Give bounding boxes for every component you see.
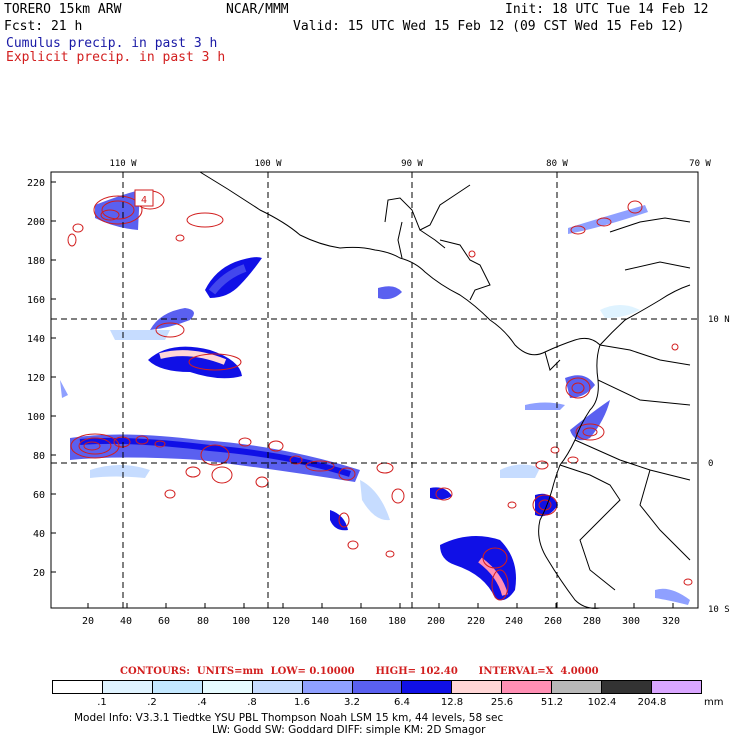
legend-label: 102.4 xyxy=(587,697,617,708)
legend-label: .4 xyxy=(197,697,207,708)
color-legend xyxy=(52,680,702,694)
lon-label-110w: 110 W xyxy=(109,159,137,169)
lat-label-10n: 10 N xyxy=(708,315,730,325)
legend-swatch xyxy=(552,681,603,693)
y-tick-label: 60 xyxy=(33,490,45,501)
coastlines xyxy=(199,171,691,609)
x-tick-label: 220 xyxy=(467,616,485,627)
legend-swatch xyxy=(452,681,503,693)
legend-swatch xyxy=(102,681,153,693)
y-tick-label: 180 xyxy=(27,256,45,267)
legend-swatch xyxy=(202,681,253,693)
x-tick-label: 320 xyxy=(662,616,680,627)
x-tick-label: 20 xyxy=(82,616,94,627)
legend-label: 25.6 xyxy=(490,697,514,708)
legend-swatch xyxy=(302,681,353,693)
init-time: Init: 18 UTC Tue 14 Feb 12 xyxy=(505,2,709,17)
lon-label-90w: 90 W xyxy=(401,159,423,169)
valid-time: Valid: 15 UTC Wed 15 Feb 12 (09 CST Wed … xyxy=(293,19,685,34)
legend-label: 3.2 xyxy=(344,697,360,708)
forecast-hour: Fcst: 21 h xyxy=(4,19,83,34)
legend-swatch xyxy=(602,681,653,693)
cumulus-legend: Cumulus precip. in past 3 h xyxy=(6,36,218,51)
contour-label-box xyxy=(134,189,154,207)
legend-swatch xyxy=(152,681,203,693)
x-tick-label: 200 xyxy=(427,616,445,627)
legend-swatch xyxy=(502,681,553,693)
y-tick-label: 120 xyxy=(27,373,45,384)
x-tick-label: 80 xyxy=(197,616,209,627)
lon-label-80w: 80 W xyxy=(546,159,568,169)
legend-swatch xyxy=(53,681,103,693)
contours-info: CONTOURS: UNITS=mm LOW= 0.10000 HIGH= 10… xyxy=(120,666,599,677)
legend-swatch xyxy=(352,681,403,693)
y-tick-label: 40 xyxy=(33,529,45,540)
x-tick-label: 300 xyxy=(622,616,640,627)
x-tick-label: 60 xyxy=(158,616,170,627)
legend-swatch xyxy=(652,681,701,693)
map-frame xyxy=(50,171,699,609)
y-tick-label: 140 xyxy=(27,334,45,345)
y-tick-label: 160 xyxy=(27,295,45,306)
legend-label: 51.2 xyxy=(540,697,564,708)
explicit-legend: Explicit precip. in past 3 h xyxy=(6,50,226,65)
lat-label-0: 0 xyxy=(708,459,713,469)
legend-label: 1.6 xyxy=(294,697,310,708)
legend-label: 12.8 xyxy=(440,697,464,708)
contour-label: 4 xyxy=(141,195,147,206)
x-tick-label: 40 xyxy=(120,616,132,627)
legend-label: .8 xyxy=(247,697,257,708)
organization: NCAR/MMM xyxy=(226,2,289,17)
physics-info: LW: Godd SW: Goddard DIFF: simple KM: 2D… xyxy=(212,724,486,736)
graticule xyxy=(51,172,698,608)
x-tick-label: 180 xyxy=(388,616,406,627)
lon-label-70w: 70 W xyxy=(689,159,711,169)
x-tick-label: 240 xyxy=(505,616,523,627)
legend-label: .2 xyxy=(147,697,157,708)
model-info: Model Info: V3.3.1 Tiedtke YSU PBL Thomp… xyxy=(74,712,504,724)
explicit-precip-contours xyxy=(67,190,693,601)
x-tick-label: 160 xyxy=(349,616,367,627)
legend-label: mm xyxy=(704,697,724,708)
legend-swatch xyxy=(402,681,453,693)
legend-label: .1 xyxy=(97,697,107,708)
x-tick-label: 260 xyxy=(544,616,562,627)
x-tick-label: 120 xyxy=(272,616,290,627)
lat-label-10s: 10 S xyxy=(708,605,730,615)
cumulus-precip-areas xyxy=(60,190,690,605)
x-tick-label: 140 xyxy=(311,616,329,627)
y-tick-label: 100 xyxy=(27,412,45,423)
y-tick-label: 80 xyxy=(33,451,45,462)
x-tick-label: 280 xyxy=(583,616,601,627)
x-tick-label: 100 xyxy=(232,616,250,627)
legend-label: 6.4 xyxy=(394,697,410,708)
axis-ticks xyxy=(51,172,699,608)
y-tick-label: 220 xyxy=(27,178,45,189)
model-title: TORERO 15km ARW xyxy=(4,2,122,17)
y-tick-label: 20 xyxy=(33,568,45,579)
legend-swatch xyxy=(252,681,303,693)
lon-label-100w: 100 W xyxy=(254,159,282,169)
y-tick-label: 200 xyxy=(27,217,45,228)
legend-label: 204.8 xyxy=(637,697,667,708)
